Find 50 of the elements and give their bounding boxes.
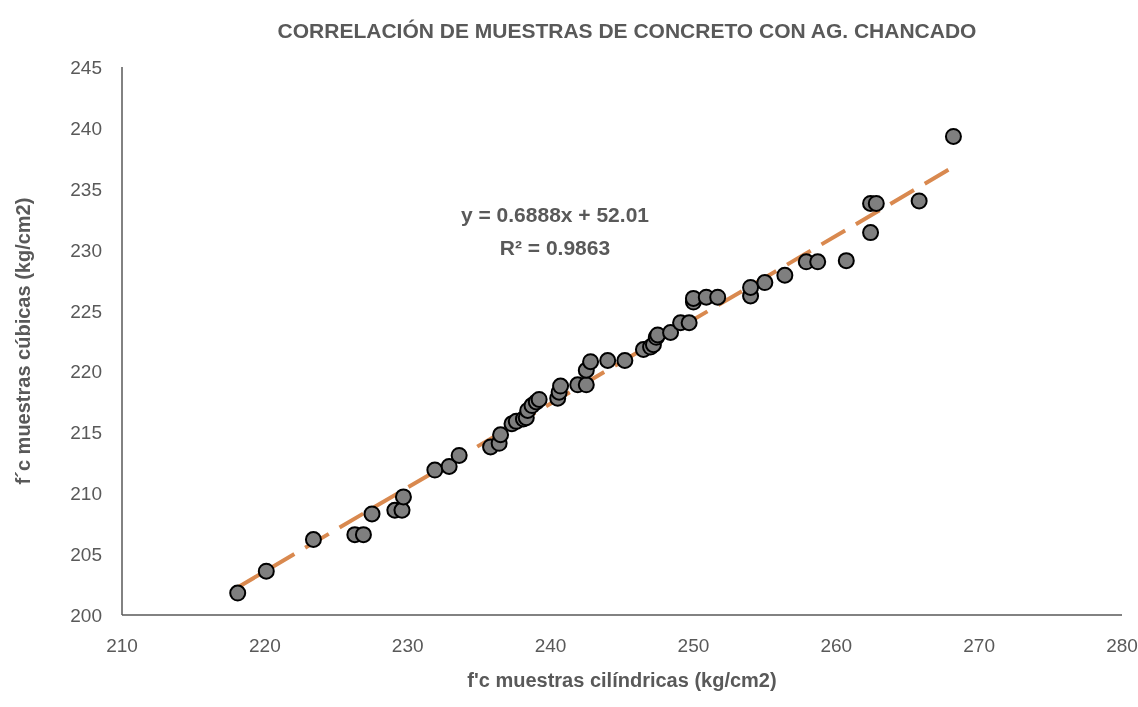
point	[363, 505, 381, 523]
x-tick-label: 240	[534, 635, 567, 656]
point	[616, 351, 634, 369]
point	[944, 127, 962, 145]
point	[867, 194, 885, 212]
x-tick-label: 250	[677, 635, 710, 656]
x-axis-title: f'c muestras cilíndricas (kg/cm2)	[467, 669, 777, 691]
point	[599, 351, 617, 369]
point	[440, 457, 458, 475]
point	[552, 377, 570, 395]
point	[910, 192, 928, 210]
x-tick-label: 280	[1106, 635, 1138, 656]
point	[426, 461, 444, 479]
point	[492, 426, 510, 444]
point	[662, 323, 680, 341]
point	[680, 314, 698, 332]
y-tick-label: 235	[70, 178, 102, 200]
point	[257, 562, 275, 580]
x-tick-label: 270	[963, 635, 995, 656]
chart-title: CORRELACIÓN DE MUESTRAS DE CONCRETO CON AG. CHANCADO	[277, 19, 977, 42]
x-tick-label: 260	[820, 635, 853, 656]
y-tick-label: 230	[70, 239, 102, 261]
point	[862, 224, 880, 242]
point	[742, 278, 760, 296]
point	[809, 253, 827, 271]
y-tick-label: 225	[70, 300, 102, 322]
point	[709, 288, 727, 306]
y-tick-label: 245	[70, 57, 102, 78]
annotation: R² = 0.9863	[499, 236, 611, 259]
point	[229, 584, 247, 602]
y-tick-label: 200	[70, 605, 102, 626]
point	[304, 531, 322, 548]
y-tick-label: 205	[70, 544, 102, 566]
point	[776, 266, 794, 284]
point	[450, 446, 468, 464]
point	[577, 376, 595, 394]
y-tick-label: 220	[70, 361, 102, 383]
annotation: y = 0.6888x + 52.01	[460, 203, 650, 226]
y-tick-label: 215	[70, 422, 102, 444]
point	[394, 488, 412, 506]
x-tick-label: 210	[106, 635, 138, 656]
x-tick-label: 220	[249, 635, 281, 656]
y-tick-label: 240	[70, 117, 102, 139]
y-tick-label: 210	[70, 483, 102, 505]
point	[582, 353, 600, 371]
y-axis-title: f´c muestras cúbicas (kg/cm2)	[12, 197, 34, 485]
x-tick-label: 230	[391, 635, 424, 656]
point	[756, 274, 774, 292]
point	[837, 252, 855, 270]
point	[354, 526, 372, 544]
